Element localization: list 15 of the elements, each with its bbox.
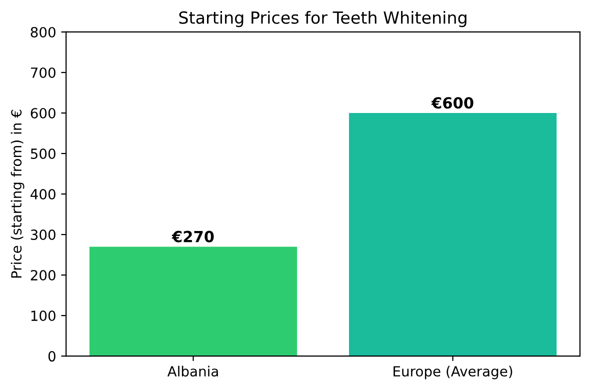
y-tick-label: 0	[48, 351, 56, 362]
data-label: €270	[172, 230, 214, 242]
y-tick-label: 300	[30, 230, 56, 240]
y-tick-label: 600	[30, 108, 56, 118]
y-tick-label: 500	[30, 148, 56, 159]
x-tick-label: Albania	[167, 366, 218, 377]
x-tick-label: Europe (Average)	[394, 366, 512, 380]
chart-title: Starting Prices for Teeth Whitening	[179, 10, 466, 28]
y-tick-label: 400	[30, 188, 56, 200]
y-tick-label: 700	[30, 67, 56, 78]
data-label: €600	[431, 97, 474, 109]
y-tick-label: 100	[31, 310, 56, 322]
y-tick-label: 200	[30, 270, 56, 281]
y-tick-label: 800	[30, 26, 56, 38]
y-axis-title: Price (starting from) in €	[10, 110, 24, 278]
